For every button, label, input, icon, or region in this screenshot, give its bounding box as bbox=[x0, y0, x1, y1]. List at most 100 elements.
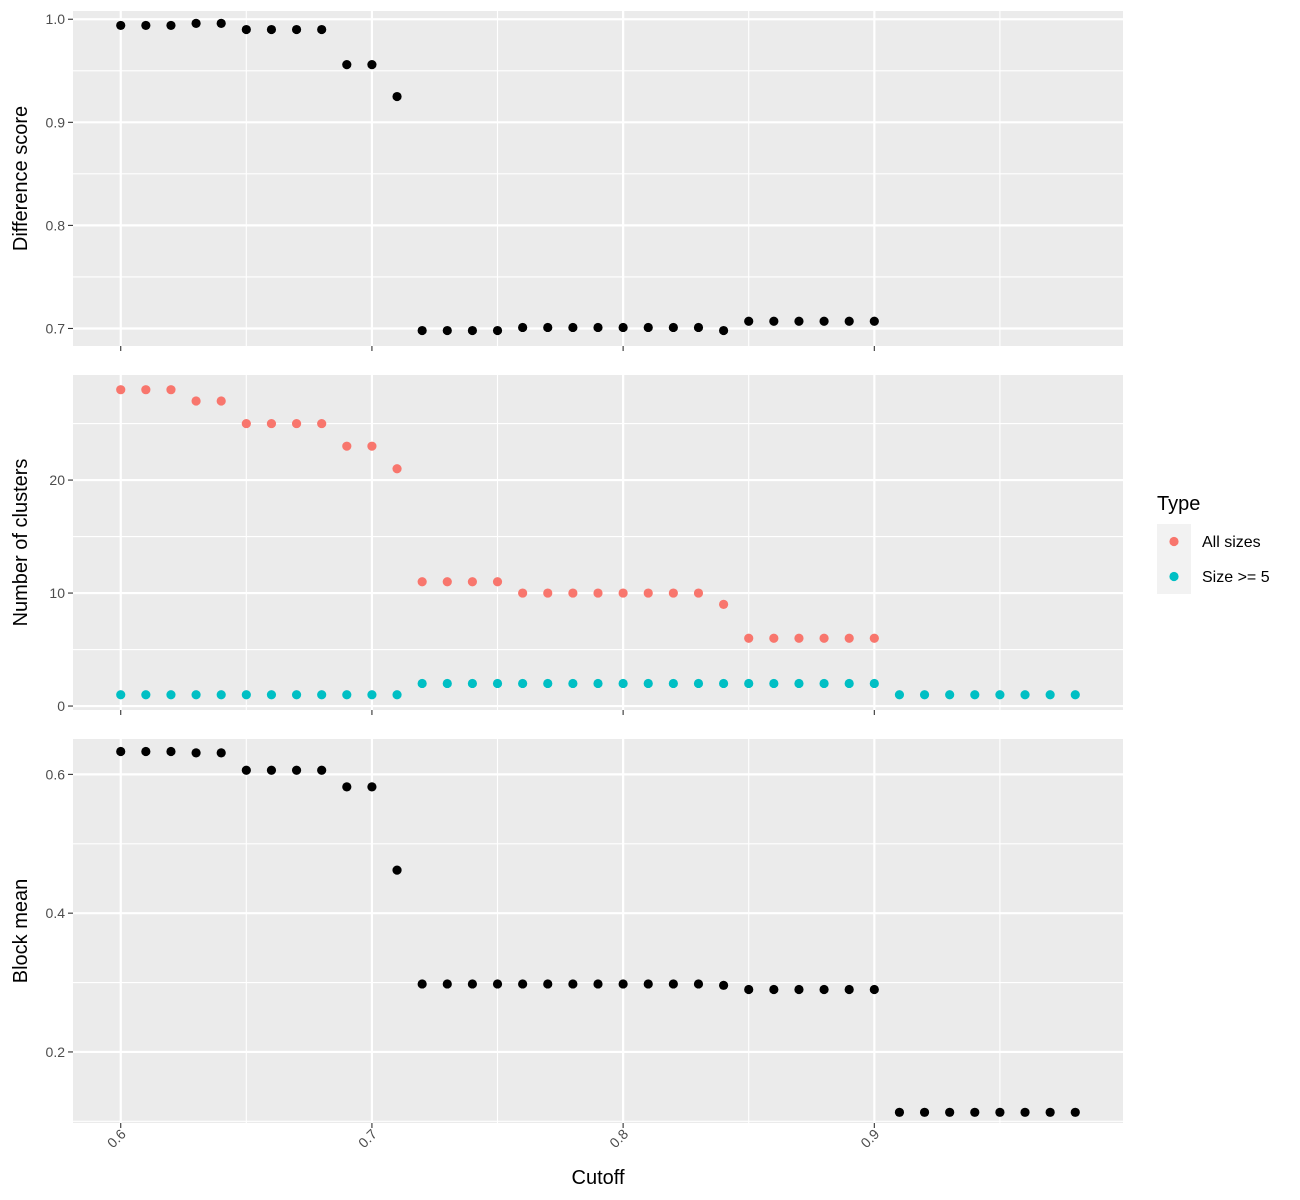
data-point bbox=[291, 690, 302, 700]
data-point bbox=[392, 91, 402, 102]
legend: Type All sizes Size >= 5 bbox=[1157, 493, 1270, 594]
y-tick-label: 0.4 bbox=[46, 905, 66, 921]
data-point bbox=[819, 678, 829, 689]
y-tick-label: 0.8 bbox=[46, 217, 66, 233]
data-point bbox=[266, 24, 277, 35]
data-point bbox=[744, 678, 754, 689]
legend-entry: Size >= 5 bbox=[1157, 559, 1270, 594]
y-axis-title: Block mean bbox=[10, 879, 32, 984]
data-point bbox=[342, 441, 352, 451]
data-point bbox=[643, 979, 653, 989]
data-point bbox=[543, 678, 553, 689]
data-point bbox=[291, 418, 302, 429]
data-point bbox=[141, 20, 151, 31]
data-point bbox=[141, 385, 151, 395]
y-tick-label: 10 bbox=[49, 585, 65, 601]
panel-1: 0.7 0.8 0.9 1.0 Difference score bbox=[10, 11, 1123, 351]
data-point bbox=[869, 316, 879, 326]
data-point bbox=[166, 20, 176, 31]
data-point bbox=[945, 1107, 955, 1117]
data-point bbox=[1070, 1107, 1080, 1117]
data-point bbox=[794, 633, 804, 643]
data-point bbox=[568, 979, 578, 989]
data-point bbox=[492, 325, 503, 336]
data-point bbox=[467, 979, 478, 989]
data-point bbox=[593, 678, 603, 689]
data-point bbox=[593, 979, 603, 989]
data-point bbox=[919, 690, 930, 700]
data-point bbox=[216, 690, 226, 700]
data-point bbox=[970, 690, 980, 700]
data-point bbox=[769, 984, 779, 995]
panel-background bbox=[73, 739, 1123, 1123]
data-point bbox=[869, 678, 879, 689]
series-points bbox=[116, 18, 879, 336]
data-point bbox=[618, 979, 628, 989]
data-point bbox=[769, 633, 779, 643]
data-point bbox=[568, 322, 578, 333]
data-point bbox=[693, 322, 704, 333]
data-point bbox=[1020, 1107, 1030, 1117]
data-point bbox=[643, 322, 653, 333]
data-point bbox=[518, 979, 528, 989]
data-point bbox=[1045, 690, 1055, 700]
data-point bbox=[668, 322, 678, 333]
series-points bbox=[116, 678, 1080, 700]
data-point bbox=[417, 678, 427, 689]
data-point bbox=[141, 690, 151, 700]
legend-key-point bbox=[1169, 571, 1179, 582]
data-point bbox=[543, 979, 553, 989]
data-point bbox=[718, 325, 729, 336]
data-point bbox=[668, 588, 678, 598]
panel-2: 0 10 20 Number of clusters bbox=[10, 375, 1123, 715]
data-point bbox=[241, 690, 251, 700]
data-point bbox=[518, 678, 528, 689]
data-point bbox=[819, 984, 829, 995]
data-point bbox=[618, 588, 628, 598]
data-point bbox=[618, 678, 628, 689]
y-tick-label: 0.6 bbox=[46, 766, 66, 782]
legend-label: All sizes bbox=[1202, 534, 1261, 551]
data-point bbox=[945, 690, 955, 700]
data-point bbox=[543, 322, 553, 333]
data-point bbox=[919, 1107, 930, 1117]
y-axis-title: Number of clusters bbox=[10, 459, 32, 627]
data-point bbox=[317, 24, 327, 35]
legend-keys: All sizes Size >= 5 bbox=[1157, 524, 1270, 594]
data-point bbox=[417, 325, 427, 336]
data-point bbox=[442, 577, 452, 587]
data-point bbox=[417, 979, 427, 989]
data-point bbox=[317, 418, 327, 429]
data-point bbox=[568, 588, 578, 598]
y-axis-title: Difference score bbox=[10, 106, 32, 251]
data-point bbox=[342, 690, 352, 700]
data-point bbox=[970, 1107, 980, 1117]
data-point bbox=[794, 316, 804, 326]
data-point bbox=[367, 60, 377, 70]
y-tick-label: 0.7 bbox=[46, 320, 66, 336]
data-point bbox=[593, 588, 603, 598]
data-point bbox=[1020, 690, 1030, 700]
data-point bbox=[141, 746, 151, 757]
data-point bbox=[116, 690, 126, 700]
data-point bbox=[618, 322, 628, 333]
legend-key-point bbox=[1169, 536, 1179, 547]
data-point bbox=[392, 865, 402, 875]
data-point bbox=[643, 678, 653, 689]
data-point bbox=[241, 24, 251, 35]
data-point bbox=[241, 765, 251, 775]
data-point bbox=[844, 633, 854, 643]
data-point bbox=[769, 678, 779, 689]
data-point bbox=[392, 464, 402, 474]
data-point bbox=[995, 690, 1005, 700]
legend-label: Size >= 5 bbox=[1202, 569, 1270, 586]
data-point bbox=[116, 385, 126, 395]
data-point bbox=[442, 979, 452, 989]
data-point bbox=[819, 633, 829, 643]
y-tick-label: 0 bbox=[57, 698, 65, 714]
data-point bbox=[191, 748, 201, 758]
data-point bbox=[191, 18, 201, 28]
data-point bbox=[744, 984, 754, 995]
data-point bbox=[769, 316, 779, 326]
data-point bbox=[467, 678, 478, 689]
